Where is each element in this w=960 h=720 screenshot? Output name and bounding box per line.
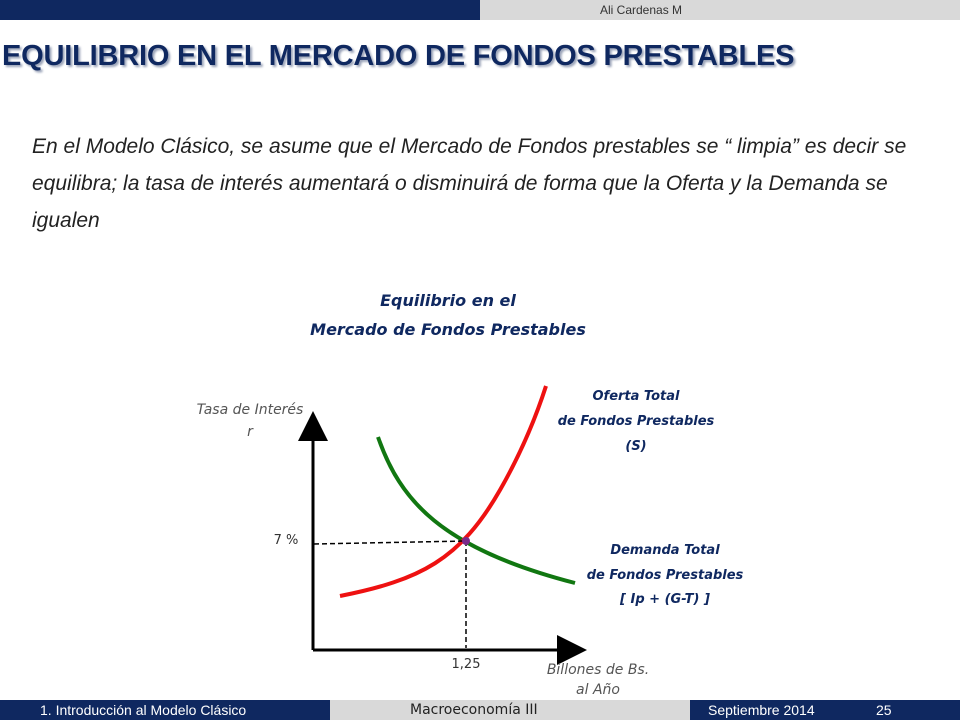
footer-section-title: 1. Introducción al Modelo Clásico — [40, 702, 247, 718]
footer-date: Septiembre 2014 — [708, 702, 815, 718]
supply-label-line2: de Fondos Prestables — [558, 414, 715, 429]
page-number: 25 — [876, 702, 892, 718]
footer-bar-left — [0, 700, 330, 720]
y-axis-label-symbol: r — [247, 424, 254, 440]
demand-label-line2: de Fondos Prestables — [587, 568, 744, 583]
slide-title: EQUILIBRIO EN EL MERCADO DE FONDOS PREST… — [2, 40, 795, 72]
y-axis-label: Tasa de Interés — [197, 402, 304, 418]
header-bar — [0, 0, 480, 20]
equilibrium-rate-label: 7 % — [274, 533, 299, 548]
supply-label-line3: (S) — [625, 439, 646, 454]
demand-curve — [376, 436, 576, 585]
footer-course-name: Macroeconomía III — [410, 702, 538, 718]
footer-bar-right — [690, 700, 960, 720]
demand-label-line3: [ Ip + (G-T) ] — [619, 592, 710, 607]
supply-label-line1: Oferta Total — [592, 389, 680, 404]
x-axis-label-unit: al Año — [576, 682, 620, 698]
demand-label-line1: Demanda Total — [610, 543, 720, 558]
equilibrium-quantity-label: 1,25 — [452, 657, 481, 672]
slide-body-text: En el Modelo Clásico, se asume que el Me… — [32, 135, 907, 232]
footer-bar-middle — [330, 700, 690, 720]
x-axis-label: Billones de Bs. — [547, 662, 649, 678]
author-name: Ali Cardenas M — [600, 3, 683, 17]
supply-curve — [339, 385, 548, 598]
header-bar-right — [480, 0, 960, 20]
equilibrium-rate-guide — [313, 540, 467, 545]
chart-title-line2: Mercado de Fondos Prestables — [310, 320, 586, 339]
chart-title-line1: Equilibrio en el — [380, 291, 516, 310]
equilibrium-point — [462, 537, 470, 545]
